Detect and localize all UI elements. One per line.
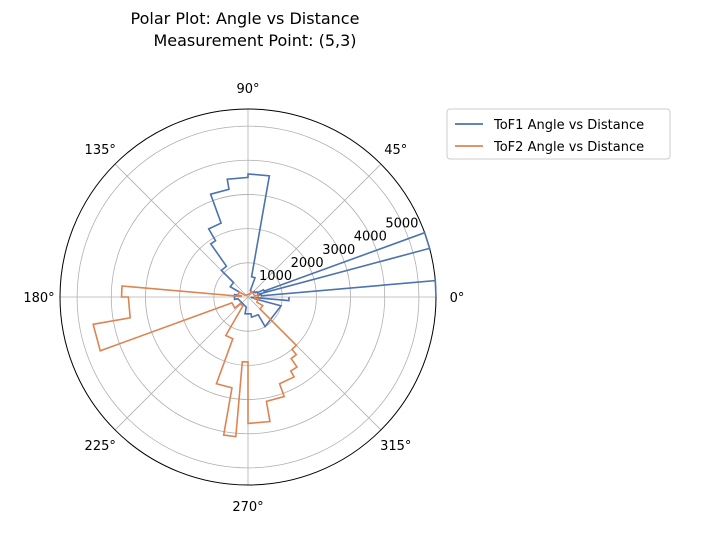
radial-tick-label: 5000 <box>385 217 418 232</box>
angular-gridline-45 <box>247 163 382 298</box>
series-line-1 <box>207 173 437 329</box>
legend-label: ToF1 Angle vs Distance <box>493 118 644 133</box>
angle-tick-label: 135° <box>85 143 116 158</box>
angle-tick-label: 225° <box>85 439 116 454</box>
chart-title-line-2: Measurement Point: (5,3) <box>153 31 356 50</box>
legend-box <box>446 108 671 160</box>
angle-tick-label: 180° <box>23 291 54 306</box>
angle-tick-labels: 0° 45° 90° 135° 180° 225° 270° 315° <box>23 82 464 515</box>
legend: ToF1 Angle vs Distance ToF2 Angle vs Dist… <box>446 108 671 160</box>
radial-tick-label: 1000 <box>259 269 292 284</box>
angle-tick-label: 315° <box>380 439 411 454</box>
series-line-2 <box>92 285 299 438</box>
chart-title: Polar Plot: Angle vs Distance Measuremen… <box>131 9 360 50</box>
angle-tick-label: 0° <box>450 291 465 306</box>
data-series <box>92 173 437 438</box>
radial-tick-label: 2000 <box>291 256 324 271</box>
radial-tick-label: 4000 <box>354 230 387 245</box>
angle-tick-label: 270° <box>232 500 263 515</box>
angle-tick-label: 90° <box>236 82 259 97</box>
angular-gridline-225 <box>114 296 249 431</box>
chart-title-line-1: Polar Plot: Angle vs Distance <box>131 9 360 28</box>
legend-label: ToF2 Angle vs Distance <box>493 140 644 155</box>
polar-grid <box>59 108 437 486</box>
angle-tick-label: 45° <box>384 143 407 158</box>
radial-tick-label: 3000 <box>322 243 355 258</box>
